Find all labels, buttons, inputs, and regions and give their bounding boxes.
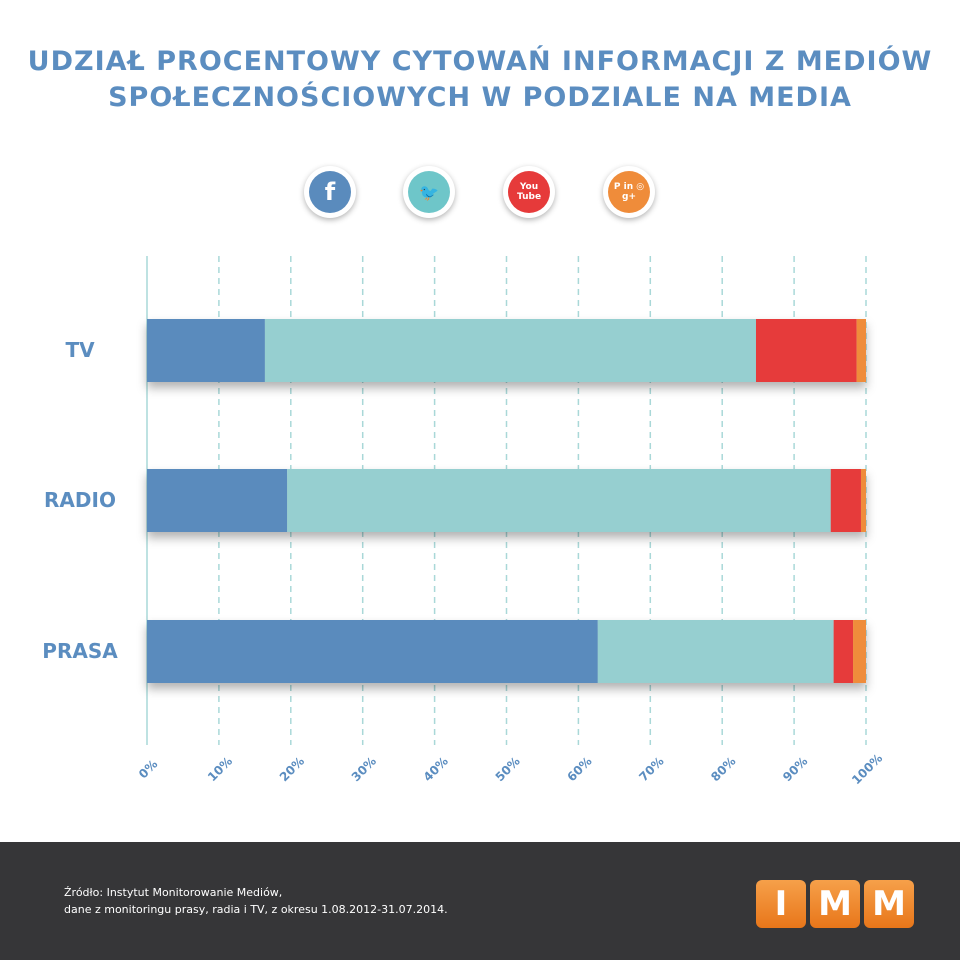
source-note: Źródło: Instytut Monitorowanie Mediów, d… (64, 884, 448, 918)
x-tick-label: 60% (564, 754, 594, 784)
x-tick-label: 80% (708, 754, 738, 784)
imm-logo: I M M (756, 880, 914, 928)
facebook-icon: f (309, 171, 351, 213)
bar-radio (147, 469, 866, 532)
x-tick-label: 70% (636, 754, 666, 784)
x-tick-label: 90% (780, 754, 810, 784)
source-line-2: dane z monitoringu prasy, radia i TV, z … (64, 903, 448, 916)
bar-segment-twitter (287, 469, 831, 532)
x-tick-label: 50% (493, 754, 523, 784)
bar-segment-inne (856, 319, 866, 382)
x-tick-label: 0% (136, 757, 160, 781)
bar-tv (147, 319, 866, 382)
legend-other: P in ◎ g+ (603, 166, 655, 218)
youtube-icon: You Tube (508, 171, 550, 213)
bar-segment-youtube (830, 469, 861, 532)
x-tick-label: 10% (205, 754, 235, 784)
title-line-1: UDZIAŁ PROCENTOWY CYTOWAŃ INFORMACJI Z M… (27, 46, 933, 77)
x-tick-label: 100% (849, 751, 885, 787)
x-tick-label: 40% (421, 754, 451, 784)
legend-facebook: f (304, 166, 356, 218)
chart-title: UDZIAŁ PROCENTOWY CYTOWAŃ INFORMACJI Z M… (0, 44, 960, 116)
legend-twitter: 🐦 (403, 166, 455, 218)
legend-youtube: You Tube (503, 166, 555, 218)
category-label-tv: TV (65, 338, 95, 362)
bar-segment-facebook (147, 620, 598, 683)
bar-segment-inne (860, 469, 866, 532)
bar-segment-twitter (264, 319, 756, 382)
bar-segment-youtube (833, 620, 854, 683)
bar-segment-inne (853, 620, 866, 683)
x-tick-label: 20% (277, 754, 307, 784)
source-line-1: Źródło: Instytut Monitorowanie Mediów, (64, 886, 283, 899)
other-social-icon: P in ◎ g+ (608, 171, 650, 213)
logo-letter: M (810, 880, 860, 928)
bar-segment-youtube (755, 319, 857, 382)
bar-prasa (147, 620, 866, 683)
title-line-2: SPOŁECZNOŚCIOWYCH W PODZIALE NA MEDIA (108, 82, 852, 113)
twitter-icon: 🐦 (408, 171, 450, 213)
footer: Źródło: Instytut Monitorowanie Mediów, d… (0, 842, 960, 960)
category-label-prasa: PRASA (42, 639, 118, 663)
category-label-radio: RADIO (44, 488, 116, 512)
bar-segment-facebook (147, 469, 288, 532)
bar-segment-twitter (597, 620, 834, 683)
logo-letter: M (864, 880, 914, 928)
x-tick-label: 30% (349, 754, 379, 784)
bar-chart: 0% 10% 20% 30% 40% 50% 60% 70% 80% 90% 100% (136, 256, 885, 787)
logo-letter: I (756, 880, 806, 928)
bar-segment-facebook (147, 319, 265, 382)
